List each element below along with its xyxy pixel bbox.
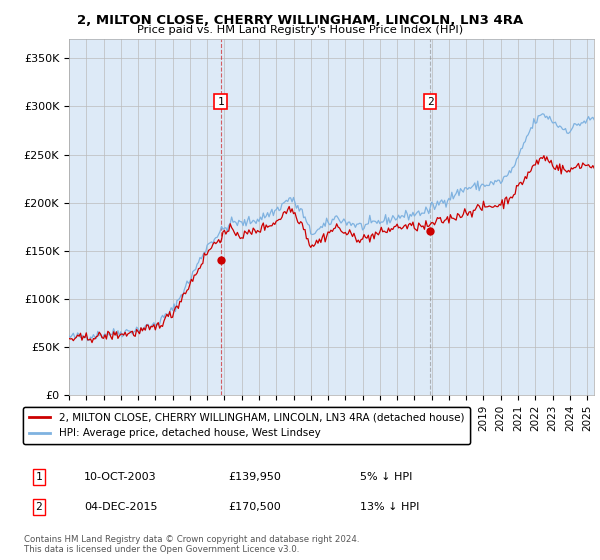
Text: £139,950: £139,950 xyxy=(228,472,281,482)
Text: £170,500: £170,500 xyxy=(228,502,281,512)
Text: 2, MILTON CLOSE, CHERRY WILLINGHAM, LINCOLN, LN3 4RA: 2, MILTON CLOSE, CHERRY WILLINGHAM, LINC… xyxy=(77,14,523,27)
Text: 2: 2 xyxy=(427,97,434,106)
Legend: 2, MILTON CLOSE, CHERRY WILLINGHAM, LINCOLN, LN3 4RA (detached house), HPI: Aver: 2, MILTON CLOSE, CHERRY WILLINGHAM, LINC… xyxy=(23,407,470,445)
Text: 2: 2 xyxy=(35,502,43,512)
Text: 5% ↓ HPI: 5% ↓ HPI xyxy=(360,472,412,482)
Text: 13% ↓ HPI: 13% ↓ HPI xyxy=(360,502,419,512)
Text: 1: 1 xyxy=(35,472,43,482)
Text: 10-OCT-2003: 10-OCT-2003 xyxy=(84,472,157,482)
Text: 1: 1 xyxy=(217,97,224,106)
Text: 04-DEC-2015: 04-DEC-2015 xyxy=(84,502,157,512)
Text: Contains HM Land Registry data © Crown copyright and database right 2024.
This d: Contains HM Land Registry data © Crown c… xyxy=(24,535,359,554)
Text: Price paid vs. HM Land Registry's House Price Index (HPI): Price paid vs. HM Land Registry's House … xyxy=(137,25,463,35)
